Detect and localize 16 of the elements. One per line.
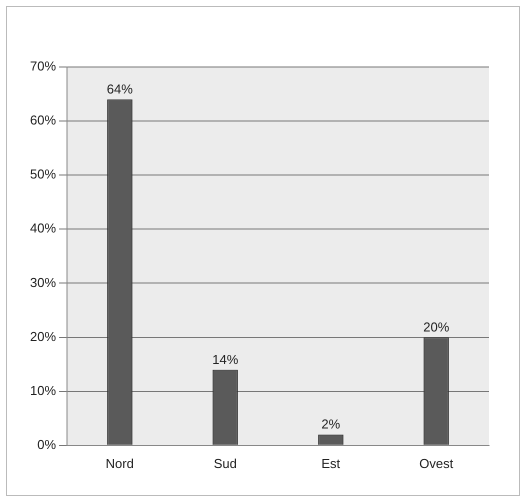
x-tick-label: Ovest — [419, 456, 454, 471]
y-tick-label: 60% — [30, 112, 56, 128]
data-label: 20% — [423, 319, 450, 334]
y-tick-label: 0% — [37, 436, 56, 452]
y-tick-label: 50% — [30, 166, 56, 182]
data-label: 14% — [212, 352, 239, 367]
x-tick-label: Est — [321, 456, 341, 471]
y-tick-label: 30% — [30, 274, 56, 290]
y-tick-label: 70% — [30, 58, 56, 74]
x-tick-label: Nord — [106, 456, 134, 471]
x-tick-label: Sud — [214, 456, 237, 471]
data-label: 2% — [321, 416, 341, 432]
y-tick-label: 20% — [30, 328, 56, 344]
data-label: 64% — [106, 82, 134, 97]
y-tick-label: 40% — [30, 220, 56, 236]
y-tick-label: 10% — [30, 382, 56, 398]
